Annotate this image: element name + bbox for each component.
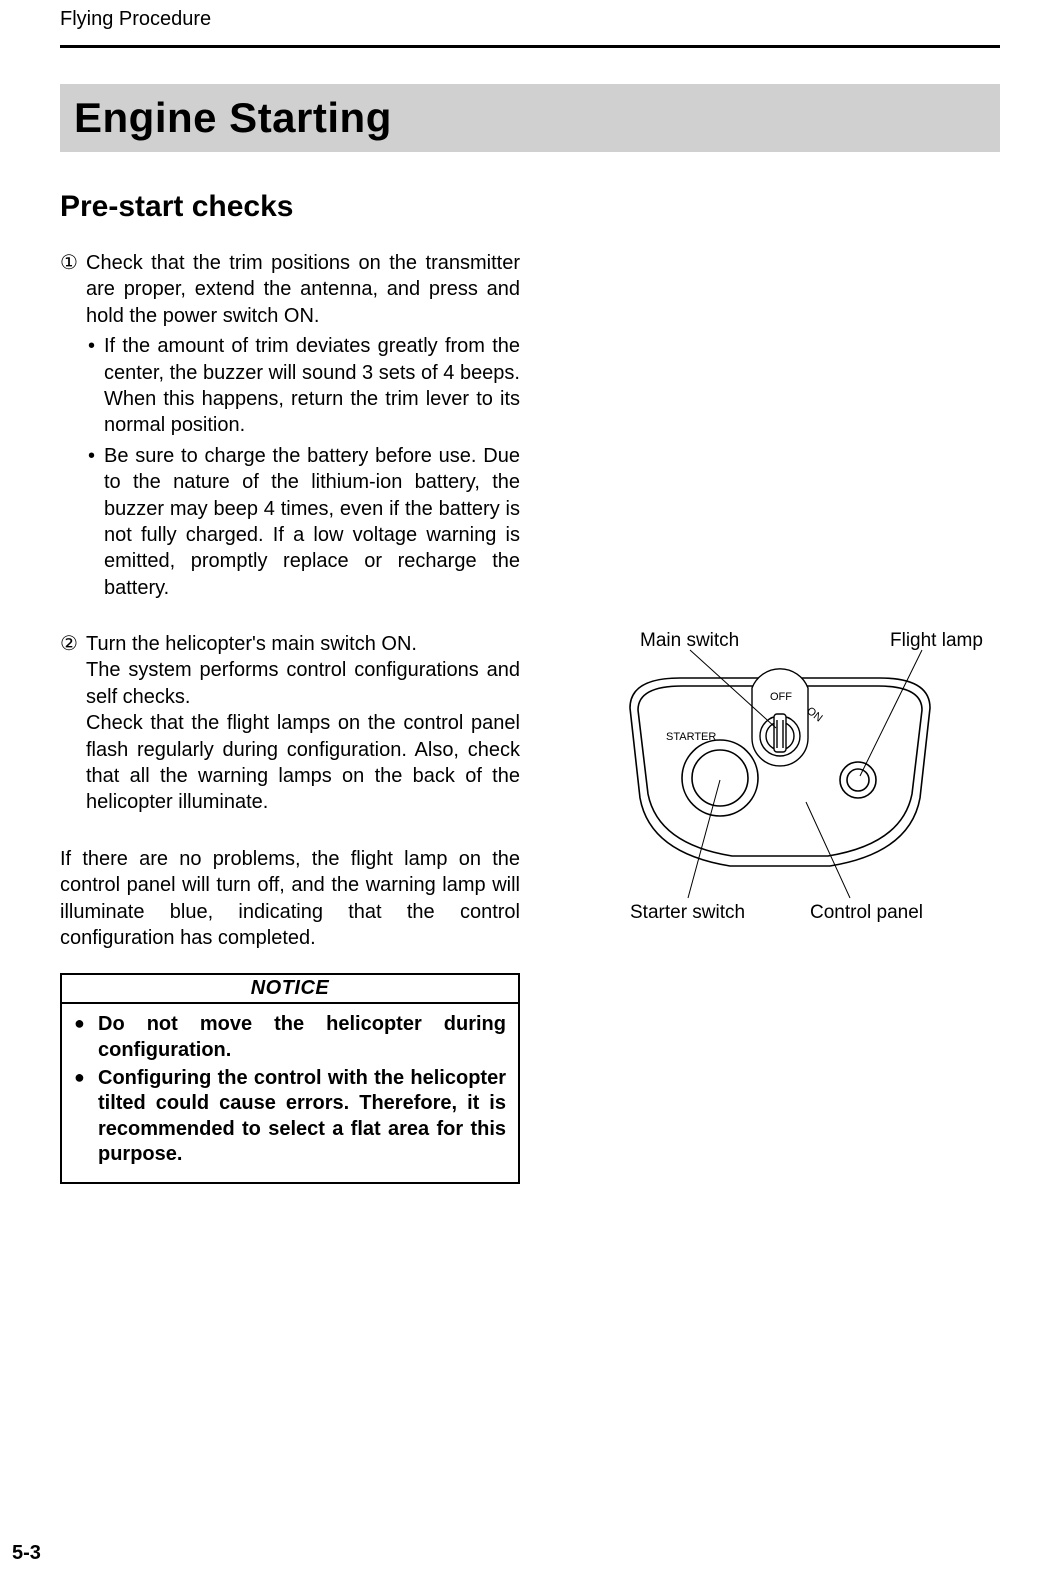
step-1-bullet-1: • If the amount of trim deviates greatly…	[86, 333, 520, 439]
step-1-bullet-1-text: If the amount of trim deviates greatly f…	[104, 333, 520, 439]
step-1-number: ①	[60, 250, 86, 601]
step-2-body-2: Check that the flight lamps on the contr…	[86, 710, 520, 816]
notice-item-1: ● Do not move the helicopter during conf…	[74, 1012, 506, 1063]
running-header: Flying Procedure	[60, 0, 1000, 31]
label-flight-lamp: Flight lamp	[890, 630, 983, 651]
label-off: OFF	[770, 691, 792, 703]
step-2: ② Turn the helicopter's main switch ON. …	[60, 631, 520, 816]
step-1-lead: Check that the trim positions on the tra…	[86, 250, 520, 329]
right-column: Main switch Flight lamp	[560, 250, 1000, 1184]
bullet-marker: ●	[74, 1066, 98, 1168]
step-2-number: ②	[60, 631, 86, 816]
step-1: ① Check that the trim positions on the t…	[60, 250, 520, 601]
notice-item-1-text: Do not move the helicopter during config…	[98, 1012, 506, 1063]
notice-item-2: ● Configuring the control with the helic…	[74, 1066, 506, 1168]
starter-switch-graphic	[682, 740, 758, 816]
header-rule	[60, 45, 1000, 48]
label-control-panel: Control panel	[810, 902, 923, 923]
page-number: 5-3	[12, 1542, 41, 1565]
left-column: ① Check that the trim positions on the t…	[60, 250, 520, 1184]
notice-title: NOTICE	[62, 975, 518, 1004]
section-title: Engine Starting	[74, 94, 986, 142]
control-panel-diagram: Main switch Flight lamp	[570, 628, 990, 928]
main-switch-graphic	[752, 669, 808, 766]
label-main-switch: Main switch	[640, 630, 739, 651]
bullet-marker: ●	[74, 1012, 98, 1063]
step-1-bullet-2-text: Be sure to charge the battery before use…	[104, 443, 520, 601]
flight-lamp-graphic	[840, 762, 876, 798]
section-title-bar: Engine Starting	[60, 84, 1000, 152]
step-2-body-1: The system performs control configuratio…	[86, 657, 520, 710]
label-starter-switch: Starter switch	[630, 902, 745, 923]
step-1-bullet-2: • Be sure to charge the battery before u…	[86, 443, 520, 601]
label-starter: STARTER	[666, 731, 716, 743]
bullet-marker: •	[86, 443, 104, 601]
step-2-lead: Turn the helicopter's main switch ON.	[86, 631, 520, 657]
notice-item-2-text: Configuring the control with the helicop…	[98, 1066, 506, 1168]
closing-paragraph: If there are no problems, the flight lam…	[60, 846, 520, 952]
bullet-marker: •	[86, 333, 104, 439]
subheading: Pre-start checks	[60, 190, 1000, 224]
notice-box: NOTICE ● Do not move the helicopter duri…	[60, 973, 520, 1184]
